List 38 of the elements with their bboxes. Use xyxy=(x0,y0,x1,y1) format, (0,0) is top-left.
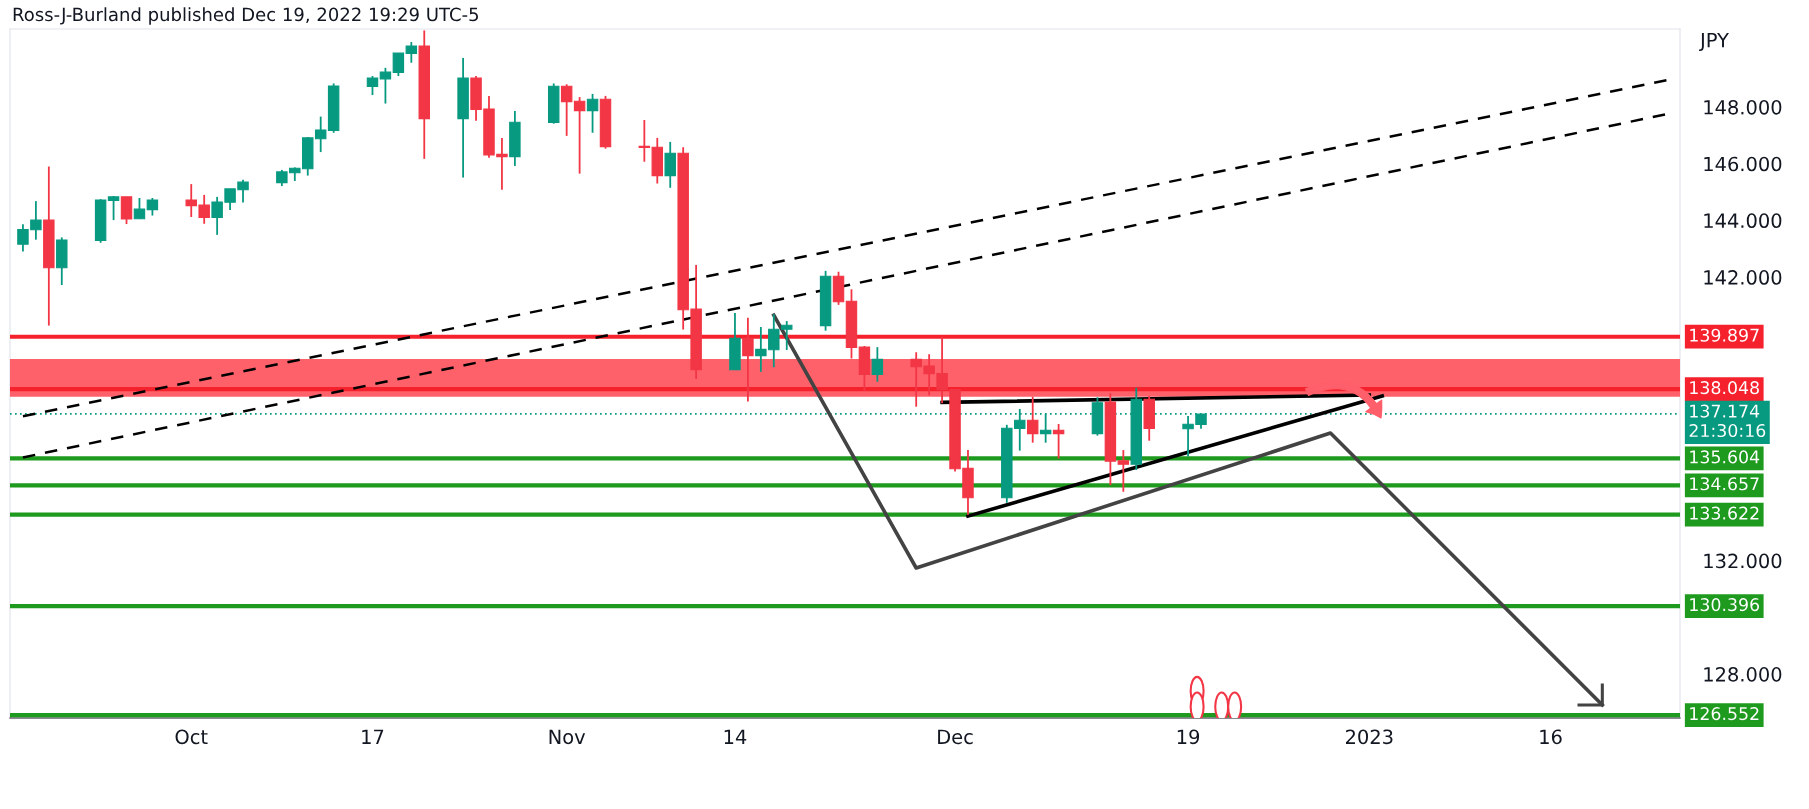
x-tick-label: 17 xyxy=(362,729,384,744)
y-axis-title: JPY xyxy=(1699,33,1729,52)
ref-line-label: 134.657 xyxy=(1690,477,1759,491)
y-tick-label: 144.000 xyxy=(1704,213,1782,229)
candlestick xyxy=(573,96,586,175)
x-tick-label: 2023 xyxy=(1345,729,1393,745)
candlestick xyxy=(379,66,392,105)
candlestick xyxy=(133,197,146,220)
ref-line-label: 139.897 xyxy=(1690,328,1759,342)
candlestick xyxy=(366,75,379,96)
x-tick-label: 14 xyxy=(724,729,747,744)
candlestick xyxy=(120,195,133,225)
y-tick-label: 132.000 xyxy=(1704,553,1782,569)
ref-line-label: 126.552 xyxy=(1690,707,1759,721)
x-tick-label: Nov xyxy=(549,729,586,745)
ref-line-label: 133.622 xyxy=(1690,506,1759,520)
candlestick xyxy=(1117,449,1130,493)
y-tick-label: 148.000 xyxy=(1704,99,1782,115)
ref-line-label: 137.174 21:30:16 xyxy=(1689,404,1766,438)
candlestick xyxy=(107,195,120,222)
ref-line-label: 138.048 xyxy=(1690,381,1759,395)
y-tick-label: 128.000 xyxy=(1704,667,1782,682)
candlestick xyxy=(871,346,884,383)
chart-title: Ross-J-Burland published Dec 19, 2022 19:29 UTC-5 xyxy=(13,7,478,25)
candlestick xyxy=(560,83,573,137)
candlestick xyxy=(664,140,676,189)
x-tick-label: Oct xyxy=(175,729,208,745)
ref-line-label: 135.604 xyxy=(1690,450,1760,464)
line-series xyxy=(771,313,1605,707)
candlestick xyxy=(586,93,599,134)
candlestick xyxy=(742,316,754,403)
x-tick-label: 19 xyxy=(1177,729,1200,745)
candlestick xyxy=(1026,395,1039,444)
y-tick-label: 146.000 xyxy=(1704,156,1782,172)
y-tick-label: 142.000 xyxy=(1704,270,1782,285)
x-tick-label: Dec xyxy=(938,729,973,745)
x-tick-label: 16 xyxy=(1540,729,1562,745)
ref-line-label: 130.396 xyxy=(1690,598,1760,612)
